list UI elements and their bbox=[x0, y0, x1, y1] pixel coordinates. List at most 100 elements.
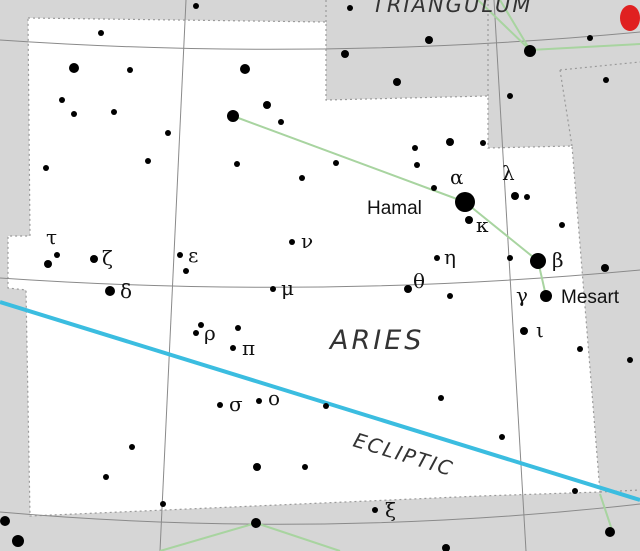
label-epsilon: ε bbox=[188, 243, 198, 267]
label-rho: ρ bbox=[204, 321, 216, 345]
star bbox=[299, 175, 305, 181]
star bbox=[289, 239, 295, 245]
constellation-name: ARIES bbox=[328, 325, 424, 356]
star bbox=[603, 77, 609, 83]
star bbox=[183, 268, 189, 274]
star bbox=[240, 64, 250, 74]
star bbox=[446, 138, 454, 146]
label-tau: τ bbox=[46, 225, 57, 249]
label-alpha: α bbox=[450, 165, 464, 189]
star bbox=[442, 544, 450, 551]
star-sheratan bbox=[530, 253, 546, 269]
label-gamma: γ bbox=[516, 283, 528, 307]
star bbox=[193, 330, 199, 336]
star bbox=[447, 293, 453, 299]
red-object bbox=[620, 5, 640, 31]
label-pi: π bbox=[242, 336, 255, 360]
star-triangulum-beta bbox=[524, 45, 536, 57]
aries-region bbox=[8, 18, 600, 516]
label-delta: δ bbox=[120, 279, 132, 303]
star bbox=[230, 345, 236, 351]
star bbox=[253, 463, 261, 471]
star bbox=[217, 402, 223, 408]
star bbox=[601, 264, 609, 272]
star bbox=[577, 346, 583, 352]
star bbox=[43, 165, 49, 171]
star bbox=[263, 101, 271, 109]
star bbox=[404, 285, 412, 293]
star bbox=[193, 3, 199, 9]
star-hamal bbox=[455, 192, 475, 212]
label-zeta: ζ bbox=[102, 246, 113, 270]
star bbox=[605, 527, 615, 537]
star bbox=[111, 109, 117, 115]
star bbox=[165, 130, 171, 136]
label-kappa: κ bbox=[476, 213, 489, 237]
star bbox=[234, 161, 240, 167]
label-mesartim: Mesart bbox=[561, 287, 620, 308]
star bbox=[129, 444, 135, 450]
star bbox=[278, 119, 284, 125]
star bbox=[587, 35, 593, 41]
star bbox=[465, 216, 473, 224]
star bbox=[372, 507, 378, 513]
star bbox=[71, 111, 77, 117]
star bbox=[341, 50, 349, 58]
star bbox=[98, 30, 104, 36]
star bbox=[251, 518, 261, 528]
star bbox=[431, 185, 437, 191]
label-nu: ν bbox=[301, 229, 313, 253]
star bbox=[105, 286, 115, 296]
star bbox=[499, 434, 505, 440]
label-lambda: λ bbox=[502, 161, 515, 185]
star bbox=[145, 158, 151, 164]
star bbox=[54, 252, 60, 258]
label-mu: μ bbox=[281, 276, 294, 300]
star bbox=[177, 252, 183, 258]
star bbox=[559, 222, 565, 228]
star bbox=[103, 474, 109, 480]
label-theta: θ bbox=[413, 269, 425, 293]
label-omicron: ο bbox=[268, 386, 280, 410]
star bbox=[0, 516, 10, 526]
star bbox=[572, 488, 578, 494]
star bbox=[69, 63, 79, 73]
star bbox=[270, 286, 276, 292]
star bbox=[511, 192, 519, 200]
star-mesartim bbox=[540, 290, 552, 302]
star bbox=[414, 162, 420, 168]
label-xi: ξ bbox=[385, 498, 396, 522]
star bbox=[627, 357, 633, 363]
label-beta: β bbox=[552, 248, 564, 272]
star bbox=[520, 327, 528, 335]
star bbox=[323, 403, 329, 409]
label-eta: η bbox=[444, 245, 456, 269]
star bbox=[198, 322, 204, 328]
star bbox=[434, 255, 440, 261]
star bbox=[44, 260, 52, 268]
neighbor-constellation-name: TRIANGULUM bbox=[372, 0, 533, 17]
star bbox=[333, 160, 339, 166]
label-hamal: Hamal bbox=[367, 198, 422, 219]
star bbox=[393, 78, 401, 86]
star bbox=[347, 5, 353, 11]
star bbox=[524, 194, 530, 200]
star bbox=[256, 398, 262, 404]
star bbox=[160, 501, 166, 507]
star bbox=[90, 255, 98, 263]
star bbox=[227, 110, 239, 122]
star bbox=[235, 325, 241, 331]
star bbox=[302, 464, 308, 470]
label-iota: ι bbox=[536, 318, 544, 342]
ecliptic-line bbox=[0, 300, 640, 502]
star bbox=[127, 67, 133, 73]
star bbox=[438, 395, 444, 401]
star bbox=[59, 97, 65, 103]
star bbox=[480, 140, 486, 146]
label-sigma: σ bbox=[229, 392, 243, 416]
star bbox=[12, 535, 24, 547]
stars bbox=[0, 3, 633, 551]
asterism-lines bbox=[159, 0, 640, 551]
star bbox=[507, 255, 513, 261]
